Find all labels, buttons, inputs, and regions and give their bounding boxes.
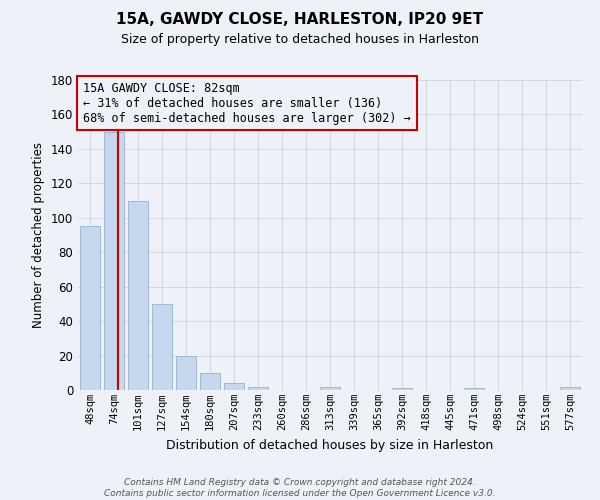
Y-axis label: Number of detached properties: Number of detached properties — [32, 142, 45, 328]
Text: Contains HM Land Registry data © Crown copyright and database right 2024.
Contai: Contains HM Land Registry data © Crown c… — [104, 478, 496, 498]
Text: 15A, GAWDY CLOSE, HARLESTON, IP20 9ET: 15A, GAWDY CLOSE, HARLESTON, IP20 9ET — [116, 12, 484, 28]
Text: Size of property relative to detached houses in Harleston: Size of property relative to detached ho… — [121, 32, 479, 46]
Bar — [464, 388, 484, 390]
Bar — [176, 356, 196, 390]
Text: 15A GAWDY CLOSE: 82sqm
← 31% of detached houses are smaller (136)
68% of semi-de: 15A GAWDY CLOSE: 82sqm ← 31% of detached… — [83, 82, 411, 124]
Bar — [200, 373, 220, 390]
Bar — [104, 132, 124, 390]
X-axis label: Distribution of detached houses by size in Harleston: Distribution of detached houses by size … — [166, 438, 494, 452]
Bar — [128, 200, 148, 390]
Bar — [80, 226, 100, 390]
Bar — [392, 388, 412, 390]
Bar — [248, 386, 268, 390]
Bar — [320, 386, 340, 390]
Bar — [152, 304, 172, 390]
Bar — [224, 383, 244, 390]
Bar — [560, 386, 580, 390]
